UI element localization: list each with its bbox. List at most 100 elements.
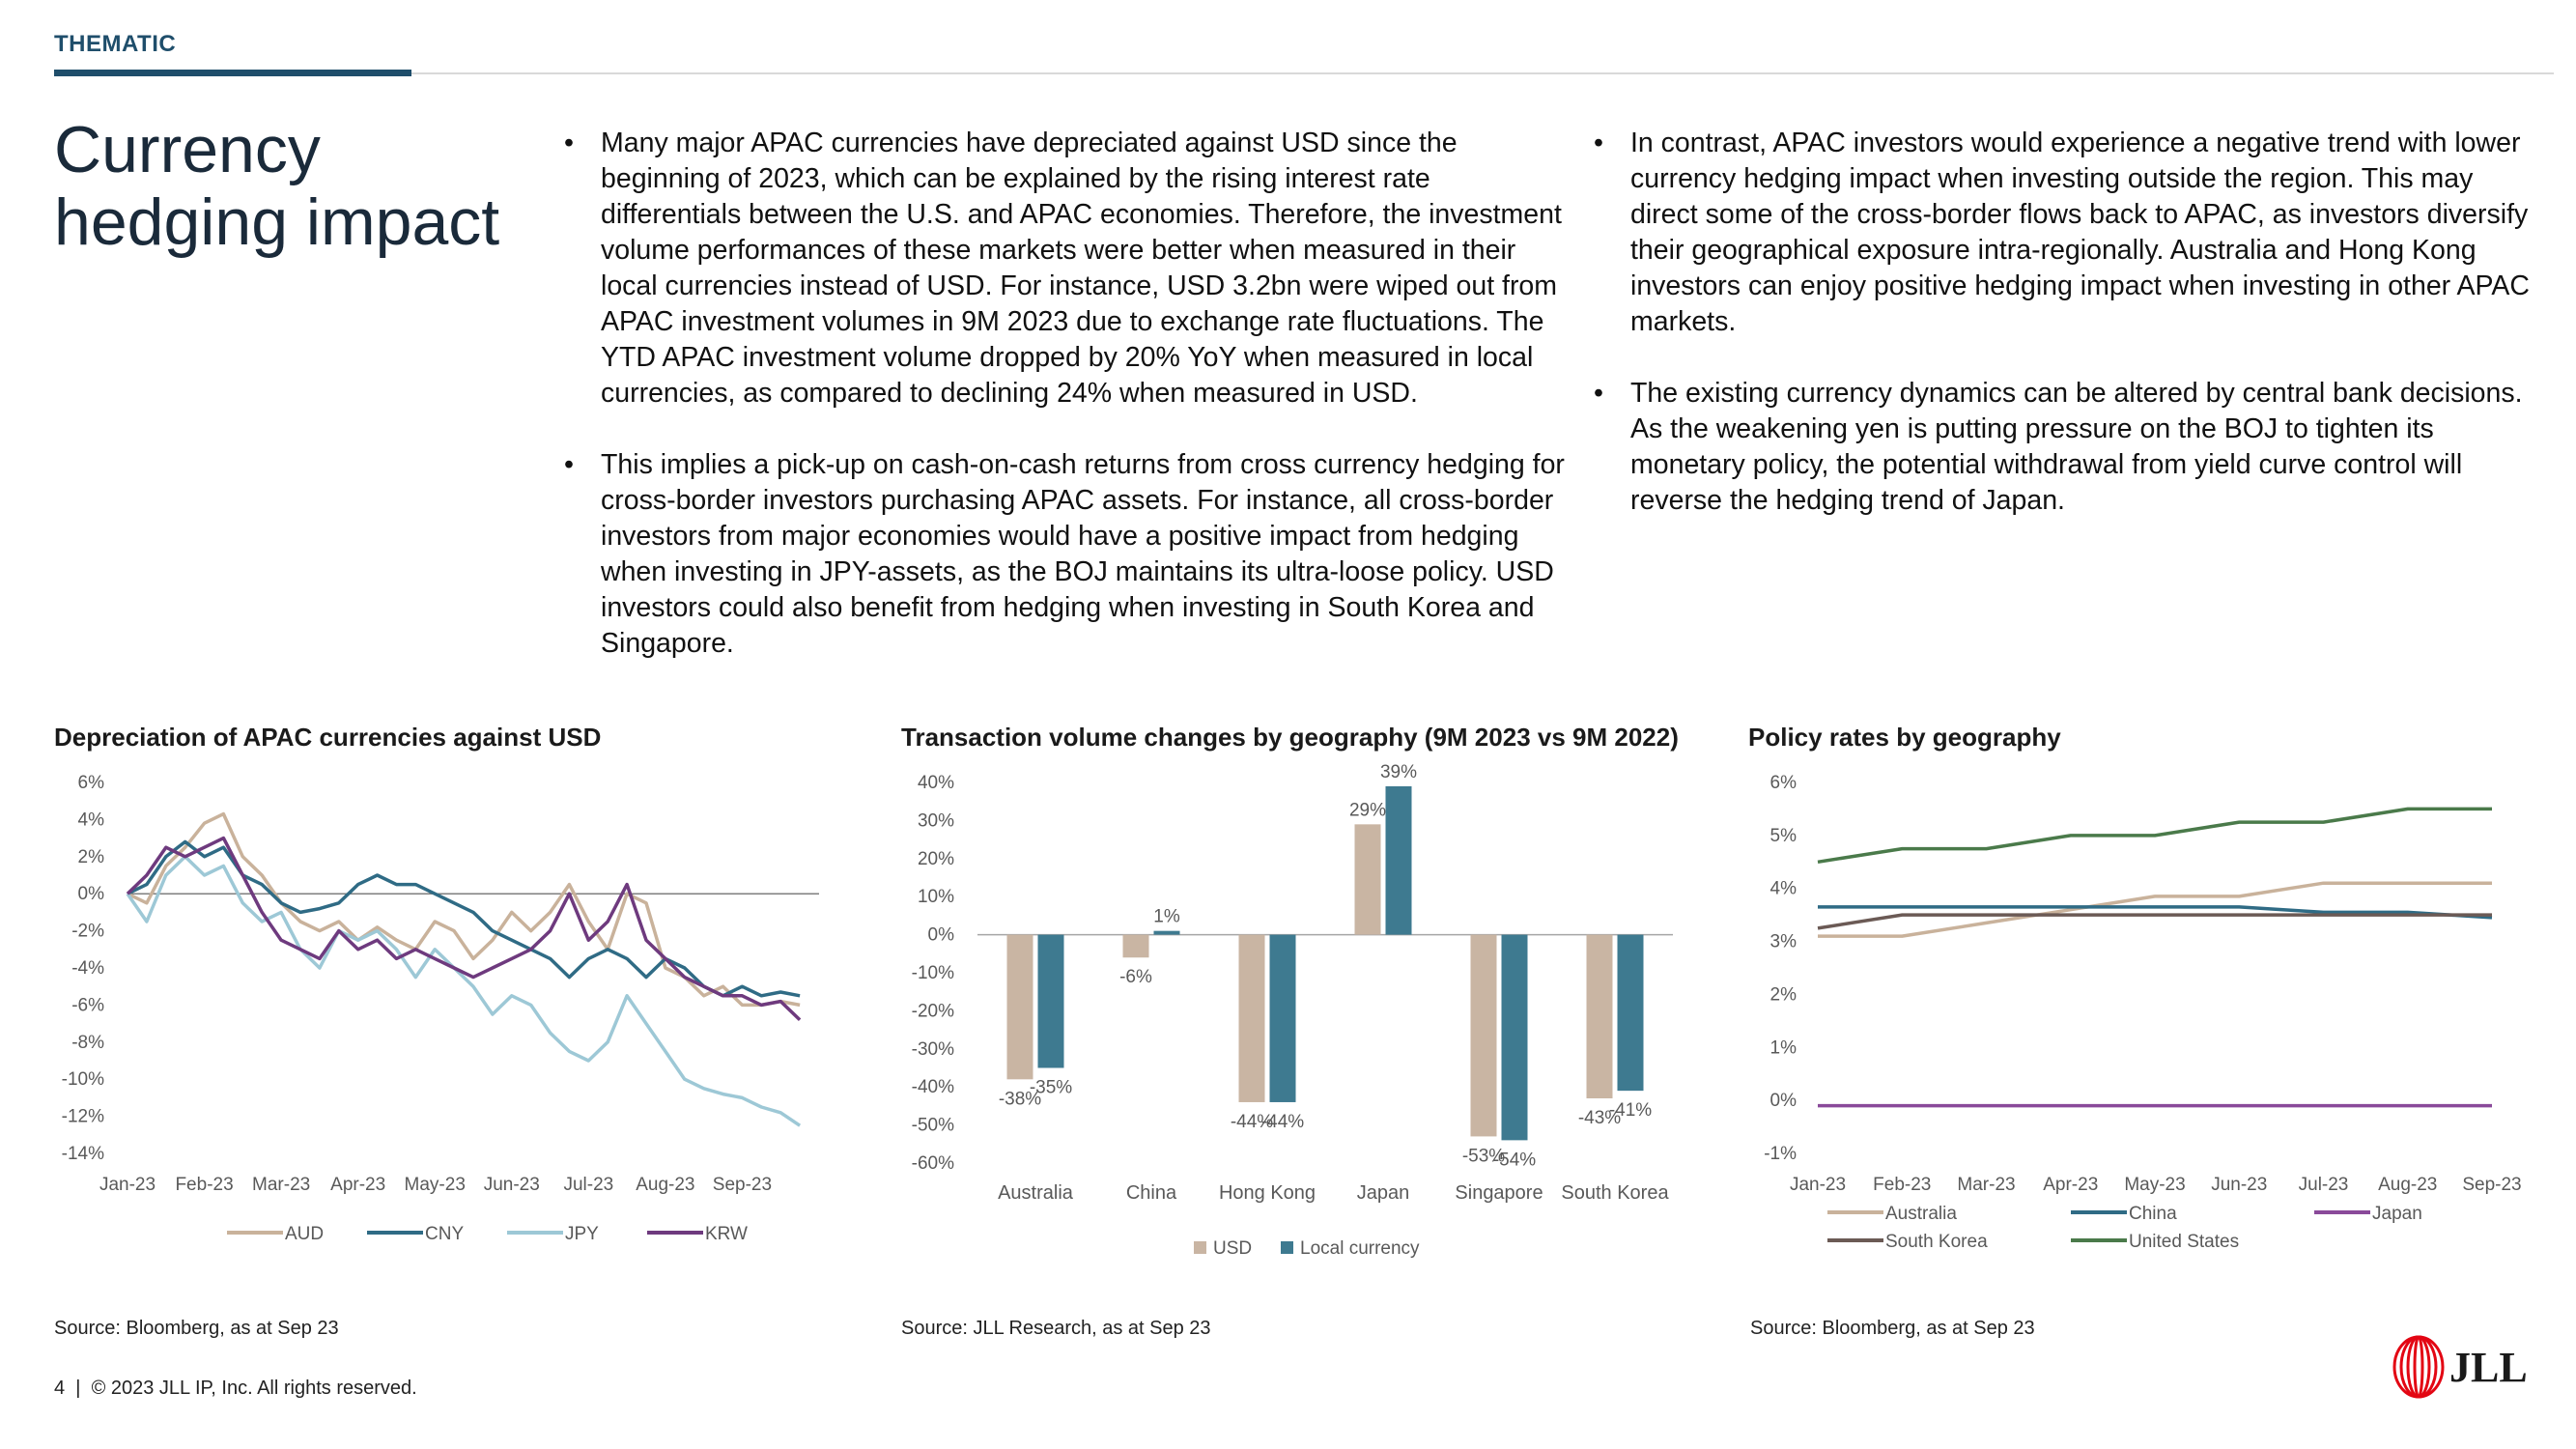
x-tick-label: May-23 [2124,1175,2185,1195]
x-tick-label: Aug-23 [636,1175,694,1195]
y-tick-label: 2% [78,847,105,867]
x-tick-label: Feb-23 [175,1175,233,1195]
y-tick-label: -1% [1764,1144,1797,1164]
series-line-china [1818,905,2493,920]
y-tick-label: 10% [918,887,954,907]
source-note: Source: JLL Research, as at Sep 23 [901,1318,1211,1339]
series-line-krw [126,836,802,1022]
y-tick-label: -30% [912,1039,954,1060]
series-line-south-korea [1817,913,2492,930]
legend-label: China [2129,1204,2177,1224]
page-number: 4 [54,1378,66,1399]
currency-depreciation-chart: 6% 4% 2% 0% -2% -4% -6% -8% -10% -12% -14% Jan-23 Fe… [62,773,819,1244]
data-label: 1% [1153,907,1180,927]
chart-title-transaction: Transaction volume changes by geography … [901,723,1679,752]
x-tick-label: Sep-23 [2462,1175,2521,1195]
bar [1617,934,1644,1092]
series-line-united-states [1817,807,2492,865]
page-title: Currency hedging impact [54,113,500,259]
data-label: -53% [1462,1146,1505,1166]
legend-label: JPY [565,1224,599,1244]
x-tick-label: Mar-23 [1957,1175,2015,1195]
bar [1385,785,1412,935]
legend-label: Local currency [1300,1238,1420,1259]
legend-swatch [1194,1241,1206,1254]
y-tick-label: -12% [62,1107,104,1127]
bullet-item: In contrast, APAC investors would experi… [1592,126,2538,340]
bar [1470,934,1497,1137]
y-tick-label: 0% [1770,1091,1798,1111]
logo-wordmark: JLL [2449,1344,2528,1391]
data-label: -44% [1261,1112,1304,1132]
x-tick-label: Jun-23 [2211,1175,2267,1195]
source-note: Source: Bloomberg, as at Sep 23 [1750,1318,2035,1339]
bullet-item: This implies a pick-up on cash-on-cash r… [562,447,1567,662]
legend-label: United States [2129,1232,2239,1252]
data-label: 39% [1380,762,1417,782]
policy-rates-chart: 6% 5% 4% 3% 2% 1% 0% -1% Jan-23 Feb-23 Mar-23 Apr-2… [1764,773,2521,1252]
y-tick-label: 20% [918,849,954,869]
chart-title-policy: Policy rates by geography [1748,723,2061,752]
legend-label: AUD [285,1224,324,1244]
y-tick-label: -20% [912,1001,954,1021]
category-label: Singapore [1455,1182,1543,1204]
data-label: 29% [1349,800,1386,820]
bar [1586,934,1613,1099]
data-label: -43% [1578,1108,1621,1128]
data-label: -6% [1119,967,1152,987]
series-line-jpy [126,855,802,1127]
bar [1269,934,1296,1102]
bar [1501,934,1528,1141]
x-tick-label: Aug-23 [2378,1175,2437,1195]
y-tick-label: -4% [71,958,104,979]
y-tick-label: -60% [912,1153,954,1174]
y-tick-label: -6% [71,995,104,1015]
x-tick-label: Jan-23 [1790,1175,1846,1195]
x-tick-label: Jan-23 [99,1175,156,1195]
y-tick-label: -14% [62,1144,104,1164]
page-footer: 4 | © 2023 JLL IP, Inc. All rights reser… [54,1378,417,1400]
bullet-item: The existing currency dynamics can be al… [1592,376,2538,519]
x-tick-label: Jun-23 [484,1175,540,1195]
y-tick-label: 3% [1770,932,1798,952]
data-label: -54% [1493,1150,1536,1170]
bar [1122,934,1149,958]
legend-label: USD [1213,1238,1252,1259]
section-divider [411,72,2554,74]
category-label: Japan [1357,1182,1410,1204]
legend-label: Australia [1885,1204,1957,1224]
y-tick-label: 0% [928,925,955,946]
source-note: Source: Bloomberg, as at Sep 23 [54,1318,339,1339]
y-tick-label: 5% [1770,826,1798,846]
section-accent-bar [54,70,411,76]
data-label: -38% [999,1089,1041,1109]
x-tick-label: Jul-23 [2299,1175,2349,1195]
x-tick-label: May-23 [405,1175,466,1195]
y-tick-label: -2% [71,922,104,942]
bar [1037,934,1064,1068]
y-tick-label: -10% [912,963,954,983]
copyright-text: © 2023 JLL IP, Inc. All rights reserved. [91,1378,417,1399]
bullet-list-left: Many major APAC currencies have deprecia… [562,126,1567,697]
bullet-item: Many major APAC currencies have deprecia… [562,126,1567,412]
series-line-australia [1818,881,2492,938]
y-tick-label: -40% [912,1077,954,1097]
bar [1153,930,1180,935]
legend-label: South Korea [1885,1232,1988,1252]
x-tick-label: Sep-23 [713,1175,772,1195]
category-label: Hong Kong [1219,1182,1316,1204]
x-tick-label: Mar-23 [252,1175,310,1195]
bar [1006,934,1033,1080]
data-label: -41% [1609,1100,1652,1121]
y-tick-label: 4% [78,810,105,830]
chart-title-currency: Depreciation of APAC currencies against … [54,723,602,752]
y-tick-label: 1% [1770,1037,1798,1058]
y-tick-label: -8% [71,1033,104,1053]
legend-swatch [1281,1241,1293,1254]
category-label: China [1126,1182,1177,1204]
y-tick-label: -10% [62,1069,104,1090]
x-tick-label: Feb-23 [1873,1175,1931,1195]
y-tick-label: -50% [912,1116,954,1136]
bullet-list-right: In contrast, APAC investors would experi… [1592,126,2538,554]
y-tick-label: 40% [918,773,954,793]
